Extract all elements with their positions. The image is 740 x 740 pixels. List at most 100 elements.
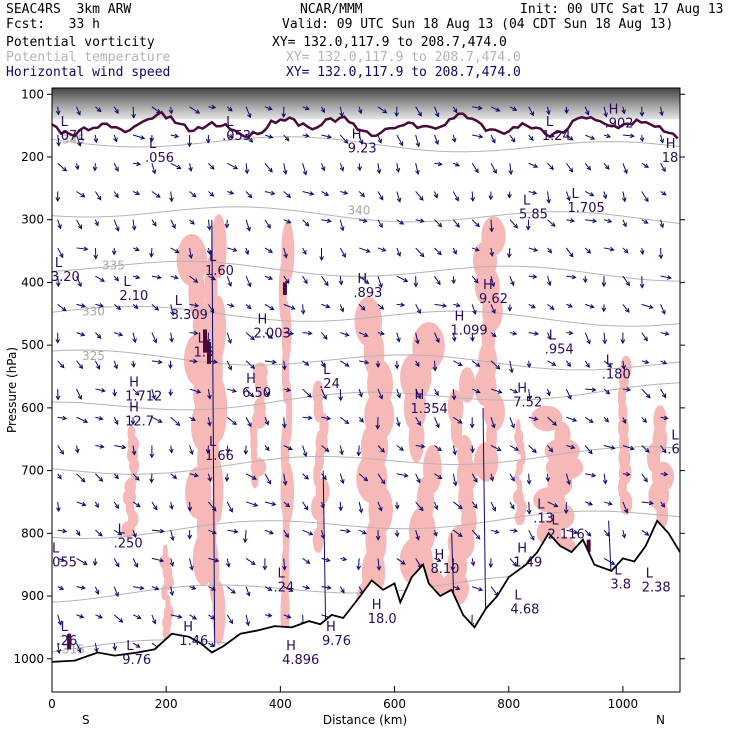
wind-vector [358,332,368,337]
wind-vector [151,191,161,198]
wind-vector [245,360,255,369]
wind-arrowhead [250,560,256,566]
pv-shade-blob [520,449,526,465]
wind-vector [151,163,156,174]
wind-arrowhead [149,252,154,258]
wind-arrowhead [79,614,85,619]
wind-vector [227,303,234,307]
wind-arrowhead [155,193,161,198]
updraft-vector [211,219,216,647]
wind-arrowhead [437,161,443,167]
wind-vector [452,276,455,284]
hl-type-label: L [552,513,560,528]
wind-arrowhead [302,452,308,458]
wind-vector [622,219,627,227]
wind-arrowhead [268,167,273,173]
hl-type-label: H [357,272,367,287]
wind-vector [377,106,387,114]
wind-vector [264,219,271,229]
wind-arrowhead [566,196,571,202]
hl-value-label: .071 [57,129,86,144]
wind-vector [565,473,570,485]
wind-arrowhead [546,198,551,204]
hl-value-label: .180 [602,367,631,382]
wind-arrowhead [620,339,626,345]
wind-arrowhead [118,618,124,623]
wind-vector [321,416,331,420]
wind-arrowhead [268,275,274,280]
wind-vector [641,501,653,504]
wind-arrowhead [207,421,212,427]
wind-arrowhead [288,587,294,592]
wind-arrowhead [363,332,369,338]
wind-arrowhead [229,190,235,195]
hl-type-label: L [572,187,580,202]
hl-type-label: H [666,137,676,152]
wind-vector [452,445,456,455]
wind-vector [358,304,366,311]
hl-value-label: .26 [57,634,78,649]
theta-label: 340 [347,203,370,217]
wind-arrowhead [585,110,590,116]
wind-arrowhead [490,282,496,288]
wind-vector [76,416,88,423]
wind-vector [151,501,158,510]
wind-vector [527,219,530,230]
wind-vector [471,501,478,509]
field-wind-xy: XY= 132.0,117.9 to 208.7,474.0 [286,65,521,80]
wind-arrowhead [227,365,233,371]
wind-vector [76,332,85,336]
wind-vector [415,163,419,175]
wind-arrowhead [610,560,616,565]
wind-vector [509,275,515,286]
wind-vector [641,388,651,399]
wind-arrowhead [433,505,439,511]
wind-arrowhead [62,166,68,172]
wind-vector [585,303,594,308]
y-tick-label: 700 [21,464,44,478]
wind-arrowhead [283,253,288,259]
model-title: SEAC4RS 3km ARW [6,2,132,17]
wind-arrowhead [489,227,494,233]
wind-arrowhead [247,113,252,119]
wind-arrowhead [666,275,672,280]
wind-vector [339,163,344,171]
wind-vector [95,106,102,112]
wind-vector [396,134,404,146]
wind-arrowhead [625,471,631,477]
wind-vector [321,219,331,222]
hl-value-label: 3.309 [171,308,208,323]
hl-value-label: 2.116 [548,527,585,542]
wind-arrowhead [376,565,382,571]
wind-arrowhead [566,480,571,486]
wind-vector [471,191,474,201]
wind-arrowhead [209,192,215,197]
hl-value-label: 1.24 [542,129,571,144]
pv-shade-blob [474,442,499,482]
wind-arrowhead [77,224,83,230]
wind-arrowhead [114,420,119,426]
wind-arrowhead [188,254,194,260]
wind-arrowhead [661,393,667,399]
wind-arrowhead [491,309,496,315]
wind-vector [490,445,501,451]
wind-vector [358,247,370,253]
wind-vector [339,473,344,484]
wind-arrowhead [247,422,252,428]
wind-vector [208,614,215,620]
wind-vector [226,614,233,624]
wind-arrowhead [191,192,197,198]
wind-arrowhead [586,531,592,537]
wind-vector [471,360,480,367]
wind-vector [132,445,136,455]
pv-shade-blob [312,527,324,553]
wind-arrowhead [99,303,105,308]
wind-arrowhead [169,591,175,597]
wind-arrowhead [470,337,475,342]
wind-vector [528,416,538,421]
wind-arrowhead [324,281,329,287]
wind-arrowhead [551,361,557,366]
wind-vector [622,247,629,254]
wind-vector [622,501,628,513]
wind-arrowhead [380,479,386,485]
